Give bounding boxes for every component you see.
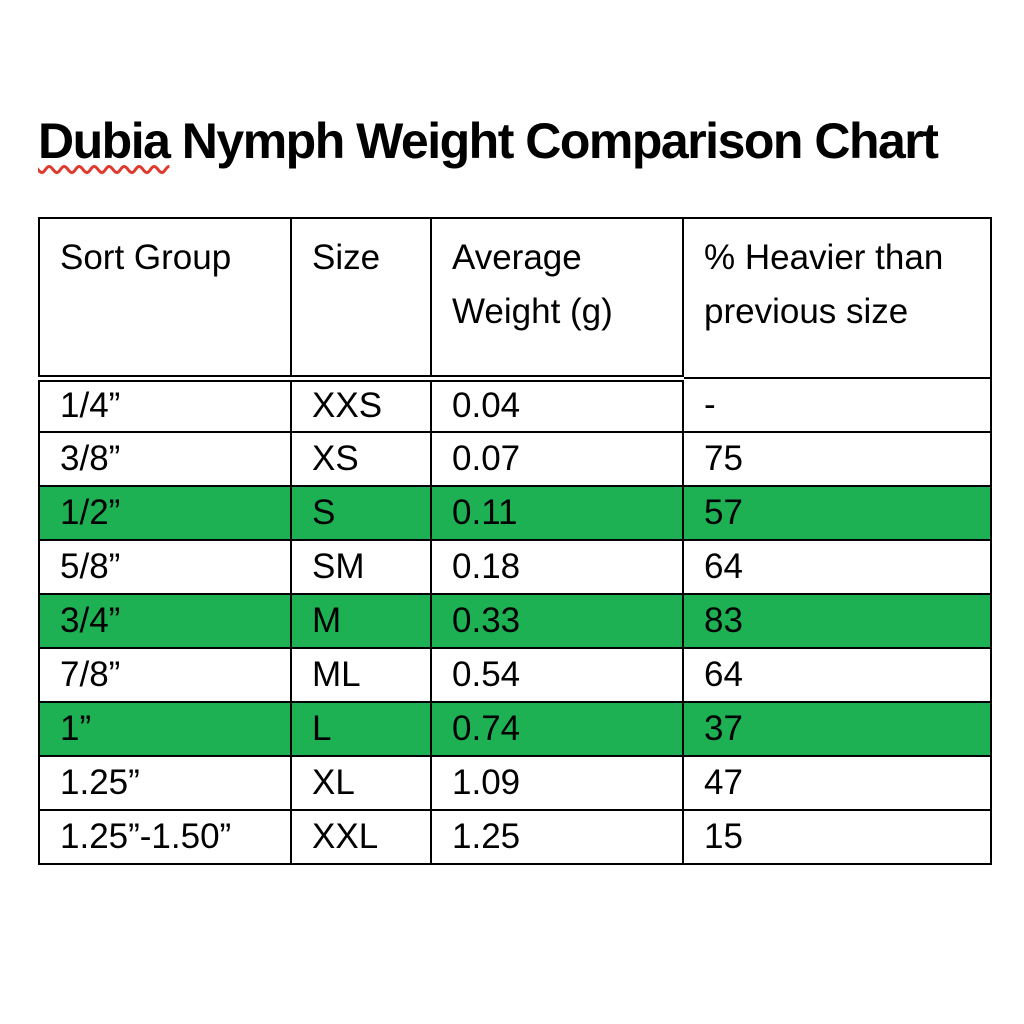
header-pct-heavier: % Heavier than previous size — [682, 217, 992, 379]
cell-sort-group: 5/8” — [38, 539, 292, 595]
cell-sort-group: 3/8” — [38, 431, 292, 487]
table-row: 1.25”-1.50” XXL 1.25 15 — [38, 809, 992, 865]
cell-avg-weight-g: 0.54 — [430, 647, 684, 703]
cell-size: S — [290, 485, 432, 541]
cell-avg-weight-g: 1.25 — [430, 809, 684, 865]
table-row: 7/8” ML 0.54 64 — [38, 647, 992, 703]
table-row: 3/8” XS 0.07 75 — [38, 431, 992, 487]
cell-sort-group: 1” — [38, 701, 292, 757]
cell-avg-weight-g: 0.11 — [430, 485, 684, 541]
cell-sort-group: 1/4” — [38, 377, 292, 433]
cell-avg-weight-g: 0.74 — [430, 701, 684, 757]
cell-pct-heavier: 75 — [682, 431, 992, 487]
cell-sort-group: 1.25”-1.50” — [38, 809, 292, 865]
cell-pct-heavier: 15 — [682, 809, 992, 865]
cell-pct-heavier: 64 — [682, 539, 992, 595]
table-row: 1” L 0.74 37 — [38, 701, 992, 757]
cell-sort-group: 7/8” — [38, 647, 292, 703]
cell-sort-group: 3/4” — [38, 593, 292, 649]
page-title: Dubia Nymph Weight Comparison Chart — [38, 112, 990, 170]
table-row: 3/4” M 0.33 83 — [38, 593, 992, 649]
cell-avg-weight-g: 0.07 — [430, 431, 684, 487]
cell-avg-weight-g: 0.04 — [430, 377, 684, 433]
title-misspelled-word: Dubia — [38, 113, 171, 169]
cell-pct-heavier: 64 — [682, 647, 992, 703]
header-average-weight: Average Weight (g) — [430, 217, 684, 382]
table-row: 5/8” SM 0.18 64 — [38, 539, 992, 595]
table-row: 1.25” XL 1.09 47 — [38, 755, 992, 811]
cell-pct-heavier: 47 — [682, 755, 992, 811]
cell-pct-heavier: 37 — [682, 701, 992, 757]
cell-size: XXS — [290, 377, 432, 433]
cell-size: M — [290, 593, 432, 649]
table-row: 1/2” S 0.11 57 — [38, 485, 992, 541]
cell-pct-heavier: 83 — [682, 593, 992, 649]
table-row: 1/4” XXS 0.04- — [38, 377, 992, 433]
cell-size: L — [290, 701, 432, 757]
cell-size: XL — [290, 755, 432, 811]
cell-size: XXL — [290, 809, 432, 865]
cell-sort-group: 1.25” — [38, 755, 292, 811]
header-row: Sort Group Size Average Weight (g) % Hea… — [38, 217, 992, 382]
cell-avg-weight-g: 1.09 — [430, 755, 684, 811]
header-sort-group: Sort Group — [38, 217, 292, 382]
cell-avg-weight-g: 0.33 — [430, 593, 684, 649]
cell-size: XS — [290, 431, 432, 487]
cell-pct-heavier: - — [682, 377, 992, 433]
cell-avg-weight-g: 0.18 — [430, 539, 684, 595]
title-rest: Nymph Weight Comparison Chart — [169, 113, 939, 169]
header-size: Size — [290, 217, 432, 382]
cell-pct-heavier: 57 — [682, 485, 992, 541]
table-header: Sort Group Size Average Weight (g) % Hea… — [38, 217, 992, 382]
cell-size: ML — [290, 647, 432, 703]
cell-size: SM — [290, 539, 432, 595]
table-body: 1/4” XXS 0.04-3/8” XS 0.07 75 1/2” S 0.11 57 5/8” S… — [38, 377, 992, 865]
cell-sort-group: 1/2” — [38, 485, 292, 541]
weight-comparison-table: Sort Group Size Average Weight (g) % Hea… — [38, 217, 992, 865]
